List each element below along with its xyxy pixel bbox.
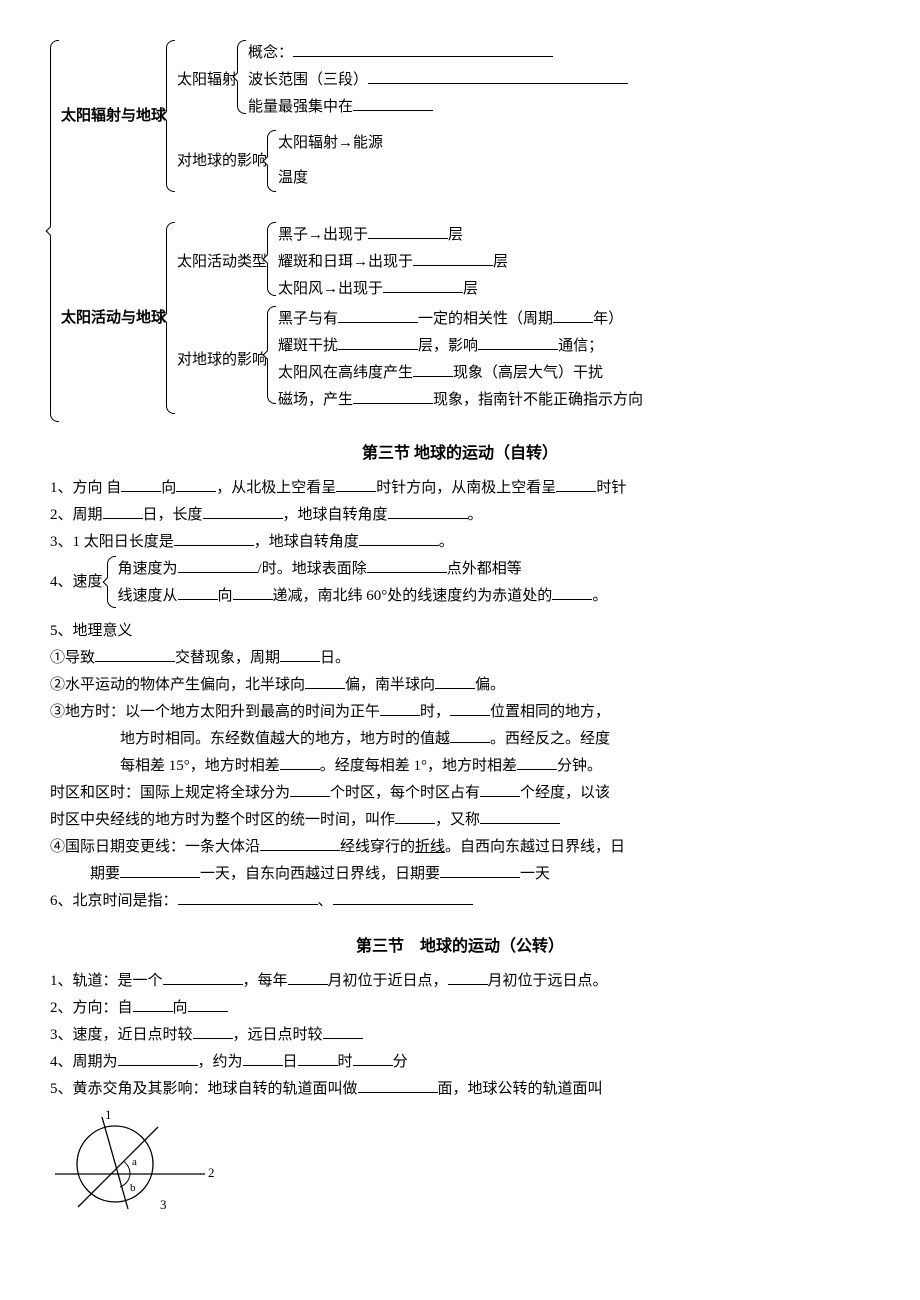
root-sun-radiation: 太阳辐射与地球 [61,40,166,192]
branch-effect2: 对地球的影响 [177,306,267,414]
geo-meaning-head: 5、地理意义 [50,618,870,645]
leaf-flare: 耀斑和日珥→出现于层 [278,249,508,276]
root-sun-activity: 太阳活动与地球 [61,222,166,414]
leaf-d2: 耀斑干扰层，影响通信； [278,333,643,360]
section-title-rotation: 第三节 地球的运动（自转） [50,440,870,469]
branch-activity-type: 太阳活动类型 [177,222,267,303]
leaf-sunspot: 黑子→出现于层 [278,222,508,249]
section-title-revolution: 第三节 地球的运动（公转） [50,933,870,962]
leaf-solarwind: 太阳风→出现于层 [278,276,508,303]
leaf-energy: 能量最强集中在 [248,94,628,121]
speed-label: 4、速度 [50,556,103,610]
diagram-label-a: a [132,1156,137,1168]
leaf-energy-src: 太阳辐射→能源 [278,130,383,157]
branch-effect1: 对地球的影响 [177,130,267,192]
leaf-d3: 太阳风在高纬度产生现象（高层大气）干扰 [278,360,643,387]
section-rotation: 1、方向 自向，从北极上空看呈时针方向，从南极上空看呈时针 2、周期日，长度，地… [50,475,870,915]
ecliptic-diagram: 1 2 3 a b [50,1109,870,1229]
leaf-concept: 概念： [248,40,628,67]
diagram-label-b: b [130,1182,136,1194]
diagram-label-3: 3 [160,1197,167,1212]
diagram-label-1: 1 [105,1109,112,1122]
leaf-wavelength: 波长范围（三段） [248,67,628,94]
branch-radiation: 太阳辐射 [177,40,237,121]
leaf-temperature: 温度 [278,165,383,192]
leaf-d1: 黑子与有一定的相关性（周期年） [278,306,643,333]
section-revolution: 1、轨道：是一个，每年月初位于近日点，月初位于远日点。 2、方向：自向 3、速度… [50,968,870,1103]
leaf-d4: 磁场，产生现象，指南针不能正确指示方向 [278,387,643,414]
diagram-label-2: 2 [208,1165,215,1180]
concept-tree: 太阳辐射与地球 太阳辐射 概念： 波长范围（三段） 能量最强集中在 [50,40,870,422]
